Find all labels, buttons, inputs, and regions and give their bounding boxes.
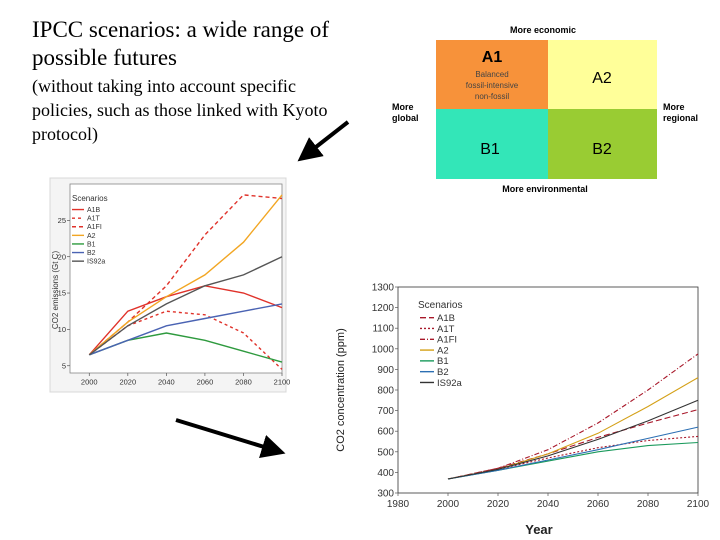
emissions-chart: 2000 2020 2040 2060 2080 2100 5 10 15 20 25 Scenar… <box>49 177 291 393</box>
legend-label-b2: B2 <box>87 250 96 257</box>
x-tick-label: 1980 <box>387 499 410 510</box>
b1-label: B1 <box>480 141 500 158</box>
series-line-is92a <box>447 399 699 480</box>
y-tick-label: 500 <box>377 447 394 458</box>
more-global-word-1: More <box>392 102 414 112</box>
legend-label-a1t: A1T <box>87 216 101 223</box>
series-line-a1t <box>447 435 699 480</box>
legend-label-is92a: IS92a <box>87 259 105 266</box>
emissions-series-lines <box>88 194 283 370</box>
legend-label-a1fi: A1FI <box>87 224 102 231</box>
scenario-quadrant: More economic More environmental More gl… <box>392 25 698 194</box>
x-tick-label: 2040 <box>158 378 175 387</box>
y-tick-label: 1100 <box>372 324 394 335</box>
y-tick-label: 400 <box>377 468 394 479</box>
more-regional-word-2: regional <box>663 113 698 123</box>
series-line-a1b <box>88 285 283 356</box>
slide-title: IPCC scenarios: a wide range of possible… <box>32 17 330 70</box>
x-tick-label: 2020 <box>487 499 510 510</box>
slide-subtitle: (without taking into account specific po… <box>32 76 328 144</box>
series-line-a2 <box>88 194 283 356</box>
more-regional-word-1: More <box>663 102 685 112</box>
x-tick-label: 2000 <box>437 499 460 510</box>
series-line-a1fi <box>447 353 699 480</box>
y-tick-label: 1200 <box>372 303 395 314</box>
emissions-y-axis-label: CO2 emissions (Gt C) <box>51 251 60 330</box>
x-tick-label: 2060 <box>197 378 214 387</box>
legend-label-a2: A2 <box>437 345 449 356</box>
x-tick-label: 2000 <box>81 378 98 387</box>
y-tick-label: 5 <box>62 361 66 370</box>
b2-quadrant <box>548 109 657 179</box>
legend-label-a2: A2 <box>87 233 96 240</box>
y-tick-label: 10 <box>58 325 66 334</box>
b1-quadrant <box>436 109 548 179</box>
a1-quadrant <box>436 40 548 109</box>
a1-label: A1 <box>482 49 503 66</box>
series-line-b2 <box>447 426 699 480</box>
y-tick-label: 600 <box>377 427 394 438</box>
y-tick-label: 20 <box>58 252 66 261</box>
concentration-y-axis-label: CO2 concentration (ppm) <box>335 328 347 452</box>
legend-label-a1t: A1T <box>437 324 455 335</box>
a1-note-1: Balanced <box>475 70 508 79</box>
concentration-x-axis-label: Year <box>525 522 552 537</box>
series-line-a1t <box>88 310 283 370</box>
x-tick-label: 2060 <box>587 499 610 510</box>
x-tick-label: 2100 <box>274 378 291 387</box>
legend-label-a1b: A1B <box>87 207 101 214</box>
legend-label-b1: B1 <box>87 241 96 248</box>
concentration-chart: 1980 2000 2020 2040 2060 2080 2100 300 400 500 600… <box>335 283 710 538</box>
arrow-to-concentration-chart <box>175 418 286 458</box>
more-regional-label: More regional <box>663 102 698 123</box>
more-global-word-2: global <box>392 113 419 123</box>
series-line-a1b <box>447 409 699 480</box>
legend-label-b2: B2 <box>437 367 449 378</box>
emissions-legend-title: Scenarios <box>72 194 108 203</box>
legend-label-a1b: A1B <box>437 313 455 324</box>
x-tick-label: 2100 <box>687 499 710 510</box>
y-tick-label: 25 <box>58 216 66 225</box>
x-tick-label: 2020 <box>119 378 136 387</box>
a1-note-2: fossil-intensive <box>466 81 519 90</box>
y-tick-label: 1000 <box>372 344 395 355</box>
a2-quadrant <box>548 40 657 109</box>
y-tick-label: 900 <box>377 365 394 376</box>
concentration-legend-title: Scenarios <box>418 300 462 311</box>
series-line-is92a <box>88 256 283 356</box>
series-line-b2 <box>89 303 283 356</box>
legend-label-b1: B1 <box>437 356 449 367</box>
a1-note-3: non-fossil <box>475 92 509 101</box>
arrow-to-emissions-chart <box>297 120 350 162</box>
more-economic-label: More economic <box>510 25 576 35</box>
b2-label: B2 <box>592 141 612 158</box>
legend-label-is92a: IS92a <box>437 378 463 389</box>
more-global-label: More global <box>392 102 419 123</box>
more-environmental-label: More environmental <box>502 184 588 194</box>
y-tick-label: 300 <box>377 489 394 500</box>
y-tick-label: 700 <box>377 406 394 417</box>
legend-label-a1fi: A1FI <box>437 335 457 346</box>
concentration-axis-ticks: 1980 2000 2020 2040 2060 2080 2100 300 400 500 600… <box>372 283 710 511</box>
y-tick-label: 800 <box>377 386 394 397</box>
x-tick-label: 2080 <box>235 378 252 387</box>
emissions-axis-ticks: 2000 2020 2040 2060 2080 2100 5 10 15 20 25 <box>58 216 291 387</box>
a2-label: A2 <box>592 70 612 87</box>
concentration-series-lines <box>447 353 699 480</box>
y-tick-label: 1300 <box>372 283 395 294</box>
x-tick-label: 2080 <box>637 499 660 510</box>
x-tick-label: 2040 <box>537 499 560 510</box>
y-tick-label: 15 <box>58 289 66 298</box>
